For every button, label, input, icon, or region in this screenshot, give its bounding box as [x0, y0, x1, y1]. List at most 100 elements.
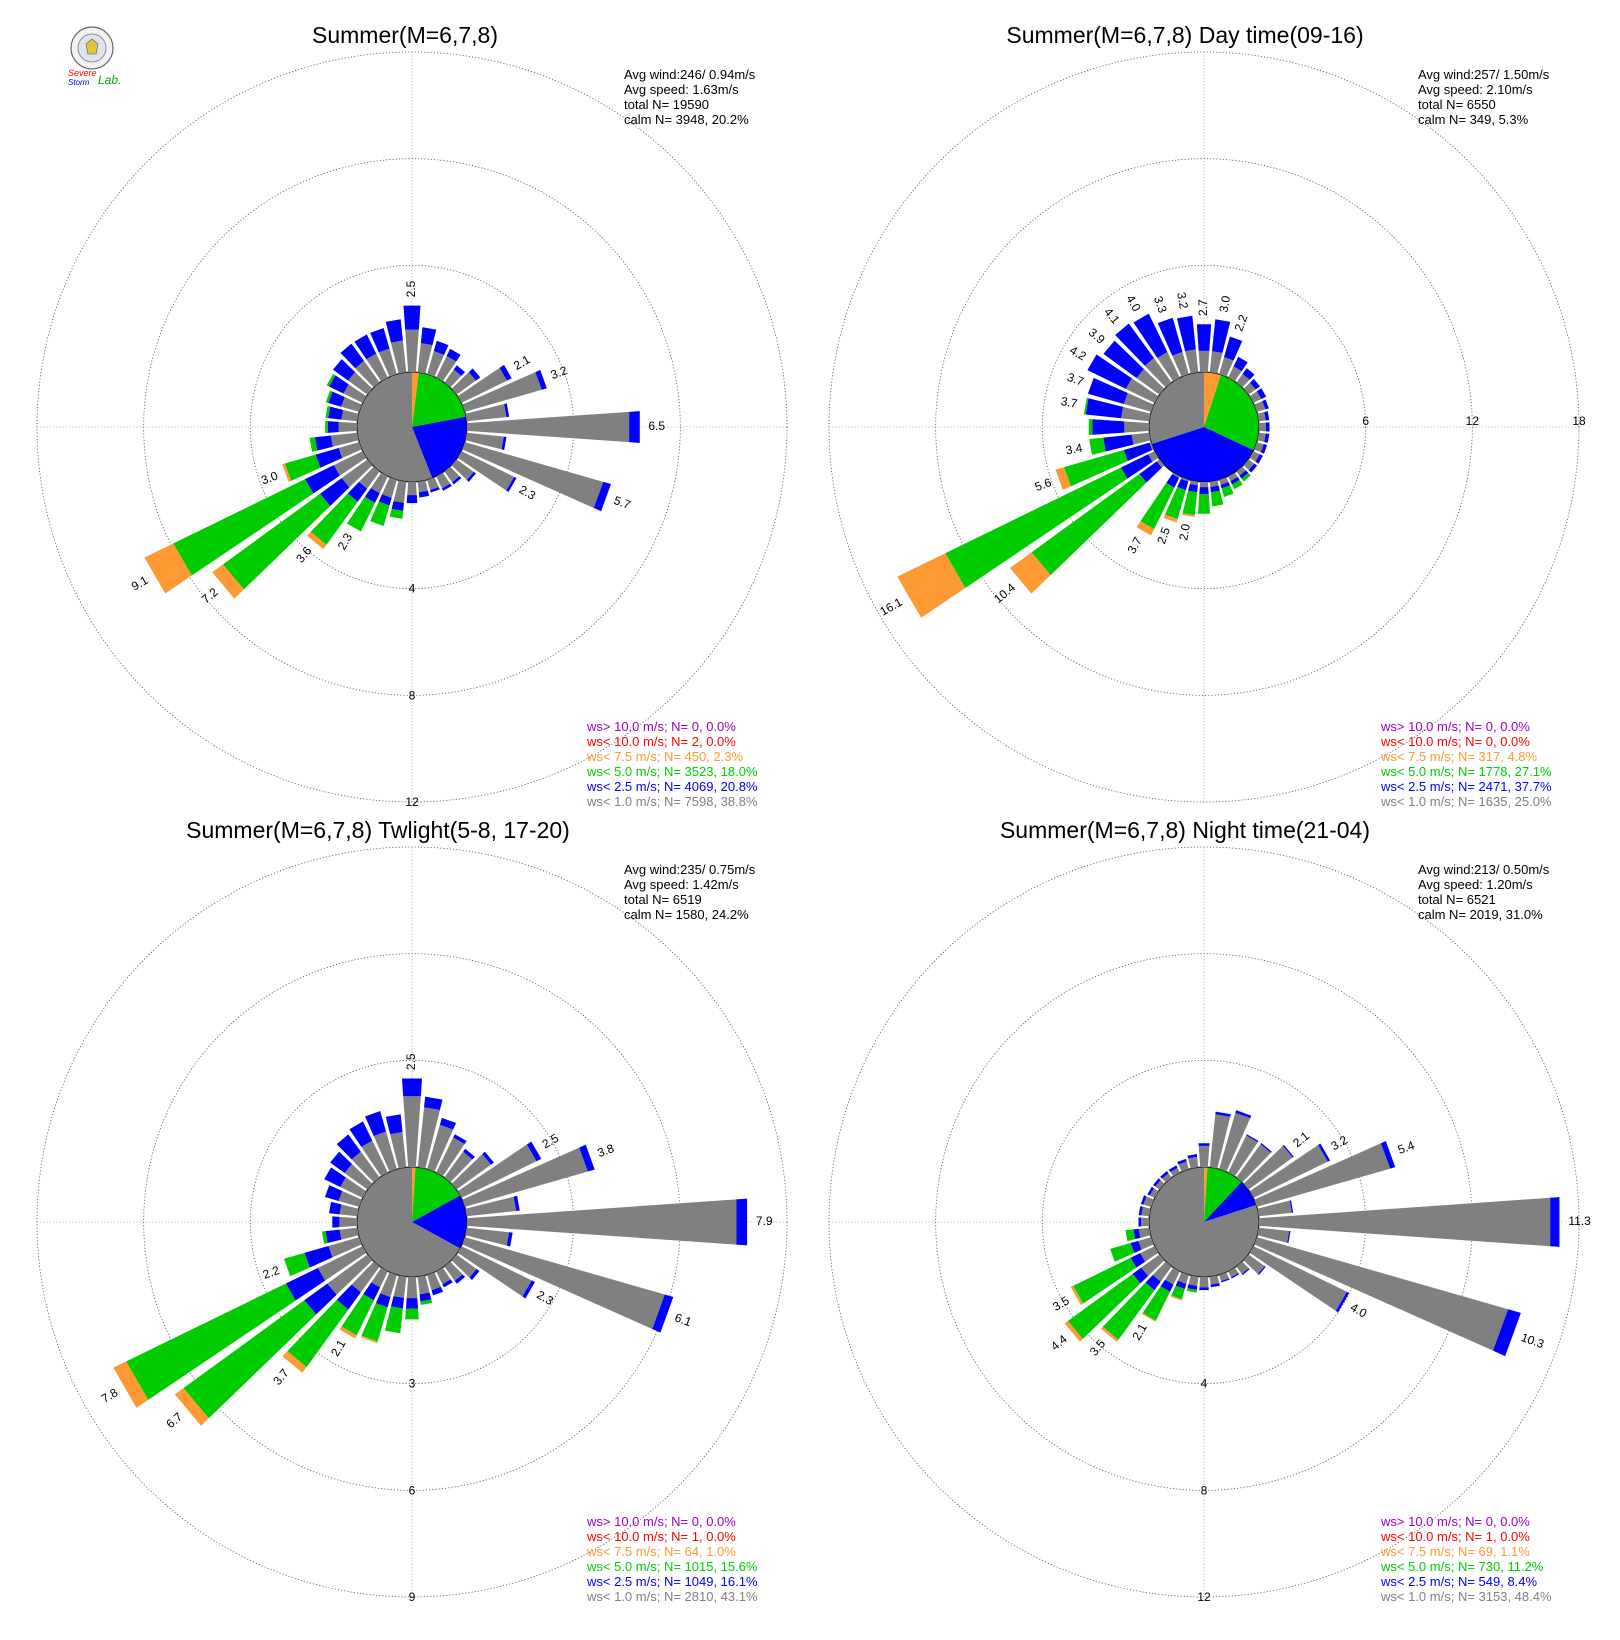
bar-segment — [1153, 1178, 1161, 1187]
bar-segment — [361, 1303, 388, 1342]
logo-text-storm: Storm — [68, 78, 90, 87]
bar-label: 4.2 — [1067, 343, 1089, 364]
bar-segment — [378, 494, 392, 506]
calm-pie-slice — [1204, 372, 1221, 427]
bar-segment — [452, 476, 462, 485]
bar-label: 10.3 — [1519, 1330, 1546, 1351]
bar-segment — [1177, 1158, 1187, 1165]
legend-entry: ws> 10.0 m/s; N= 0, 0.0% — [1380, 719, 1530, 734]
bar-segment — [385, 1114, 403, 1135]
range-ring — [935, 158, 1473, 696]
bar-segment — [343, 384, 367, 403]
bar-segment — [1289, 1200, 1294, 1213]
bar-segment — [144, 543, 192, 594]
bar-segment — [1130, 1253, 1146, 1268]
bar-segment — [1258, 422, 1266, 432]
bar-segment — [1249, 1246, 1347, 1311]
bar-segment — [1172, 472, 1180, 479]
stat-line: calm N= 2019, 31.0% — [1418, 907, 1543, 922]
bar-segment — [466, 471, 476, 482]
bar-segment — [1149, 442, 1154, 451]
bar-label: 3.3 — [1151, 294, 1170, 315]
bar-segment — [378, 348, 397, 377]
bar-segment — [652, 1294, 674, 1333]
bar-label: 3.5 — [1087, 1336, 1109, 1358]
bar-segment — [1067, 1273, 1141, 1339]
bar-segment — [333, 451, 367, 476]
bar-segment — [1258, 1197, 1551, 1247]
windrose-panel-1: 4 8 12 2.5 2.1 3.2 6.5 5.7 2.3 2.3 3.6 7.2 9.1 3.0 Sum… — [36, 22, 788, 809]
bar-segment — [1198, 1143, 1210, 1146]
bar-segment — [506, 1232, 513, 1247]
bar-segment — [371, 1267, 388, 1288]
bar-segment — [1121, 454, 1153, 479]
windrose-panel-2: 6 12 18 2.7 3.02.2 2.02.5 3.7 10.4 16.1 5.6 3.4 3.7… — [828, 22, 1586, 809]
bar-segment — [1243, 382, 1256, 395]
calm-pie-slice — [357, 372, 433, 482]
ring-label: 8 — [1201, 1483, 1208, 1497]
bar-segment — [339, 1326, 357, 1339]
stat-line: Avg wind:235/ 0.75m/s — [624, 862, 756, 877]
bar-segment — [417, 1107, 440, 1169]
bar-segment — [1260, 444, 1268, 454]
bar-segment — [593, 481, 611, 512]
bar-label: 3.0 — [1216, 294, 1233, 313]
bar-segment — [1254, 1237, 1509, 1351]
bar-segment — [431, 1286, 444, 1296]
bar-segment — [1123, 442, 1153, 461]
bar-segment — [427, 1272, 441, 1291]
bar-segment — [465, 1227, 510, 1246]
bar-segment — [1248, 463, 1258, 473]
bar-segment — [465, 404, 507, 422]
ring-label: 6 — [1362, 414, 1369, 428]
bar-segment — [1196, 324, 1212, 351]
bar-segment — [1175, 1280, 1187, 1289]
bar-segment — [1103, 340, 1144, 378]
bar-segment — [341, 459, 373, 488]
bar-segment — [328, 391, 345, 407]
stat-line: total N= 19590 — [624, 97, 709, 112]
bar-segment — [1156, 459, 1165, 468]
bar-segment — [1185, 349, 1199, 374]
bar-label: 10.4 — [991, 580, 1018, 606]
bar-segment — [1147, 1186, 1154, 1196]
bar-segment — [1133, 313, 1168, 358]
bar-segment — [1228, 366, 1242, 382]
bar-segment — [1209, 480, 1219, 488]
bar-segment — [1282, 1144, 1294, 1158]
bar-segment — [436, 355, 457, 382]
bar-segment — [457, 1246, 532, 1297]
bar-segment — [1249, 451, 1260, 462]
stat-line: Avg speed: 1.20m/s — [1418, 877, 1533, 892]
bar-segment — [347, 481, 368, 502]
bar-segment — [330, 432, 359, 447]
legend-entry: ws< 7.5 m/s; N= 450, 2.3% — [586, 749, 744, 764]
bar-segment — [321, 1231, 328, 1244]
bar-segment — [405, 329, 419, 373]
bar-segment — [1380, 1141, 1396, 1169]
bar-segment — [1131, 432, 1151, 445]
bar-segment — [405, 1308, 419, 1320]
bar-segment — [1243, 459, 1255, 471]
legend-entry: ws< 7.5 m/s; N= 317, 4.8% — [1380, 749, 1538, 764]
ring-label: 18 — [1572, 414, 1586, 428]
bar-segment — [1215, 1111, 1231, 1117]
bar-segment — [468, 368, 481, 381]
bar-segment — [370, 501, 390, 527]
ring-label: 6 — [409, 1483, 416, 1497]
bar-segment — [417, 1275, 430, 1295]
bar-segment — [1228, 1135, 1258, 1177]
bar-segment — [1121, 406, 1151, 422]
bar-segment — [1055, 467, 1071, 490]
bar-segment — [466, 1199, 737, 1245]
bar-label: 2.3 — [534, 1288, 556, 1309]
panel-title: Summer(M=6,7,8) Twlight(5-8, 17-20) — [186, 817, 570, 843]
bar-segment — [390, 1131, 407, 1169]
bar-segment — [382, 477, 397, 498]
bar-label: 2.2 — [1232, 312, 1251, 333]
bar-segment — [462, 1237, 665, 1329]
bar-label: 11.3 — [1568, 1214, 1591, 1228]
bar-segment — [1177, 1272, 1189, 1284]
ring-label: 12 — [1197, 1590, 1211, 1604]
